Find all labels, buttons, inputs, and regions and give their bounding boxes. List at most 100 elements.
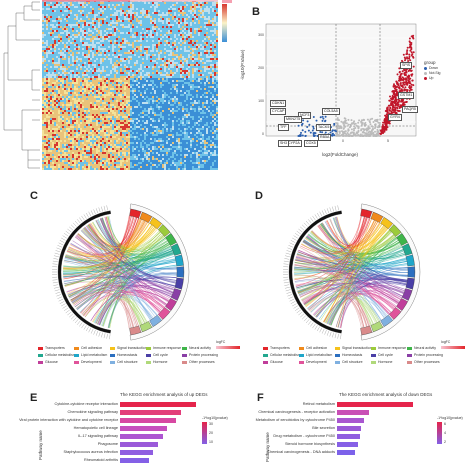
heatmap-cell <box>102 46 105 49</box>
heatmap-cell <box>184 98 187 101</box>
heatmap-cell <box>166 58 169 61</box>
heatmap-cell <box>208 82 211 85</box>
heatmap-cell <box>214 90 217 93</box>
heatmap-cell <box>48 12 51 15</box>
heatmap-cell <box>54 94 57 97</box>
heatmap-cell <box>138 40 141 43</box>
heatmap-cell <box>110 104 113 107</box>
heatmap-cell <box>82 82 85 85</box>
heatmap-cell <box>120 94 123 97</box>
heatmap-cell <box>190 92 193 95</box>
heatmap-cell <box>200 16 203 19</box>
heatmap-cell <box>136 80 139 83</box>
heatmap-cell <box>116 86 119 89</box>
heatmap-cell <box>152 22 155 25</box>
heatmap-cell <box>170 106 173 109</box>
heatmap-cell <box>46 100 49 103</box>
heatmap-cell <box>88 6 91 9</box>
heatmap-cell <box>106 52 109 55</box>
heatmap-cell <box>150 44 153 47</box>
heatmap-cell <box>128 46 131 49</box>
heatmap-cell <box>98 62 101 65</box>
heatmap-cell <box>46 8 49 11</box>
heatmap-cell <box>88 14 91 17</box>
heatmap-cell <box>88 110 91 113</box>
heatmap-cell <box>92 82 95 85</box>
heatmap-cell <box>200 86 203 89</box>
heatmap-cell <box>210 16 213 19</box>
heatmap-cell <box>92 38 95 41</box>
heatmap-cell <box>82 50 85 53</box>
heatmap-cell <box>196 30 199 33</box>
heatmap-cell <box>88 94 91 97</box>
heatmap-cell <box>50 106 53 109</box>
heatmap-cell <box>204 54 207 57</box>
heatmap-cell <box>214 66 217 69</box>
heatmap-cell <box>140 104 143 107</box>
heatmap-cell <box>146 20 149 23</box>
heatmap-cell <box>130 78 133 81</box>
heatmap-cell <box>178 8 181 11</box>
heatmap-cell <box>182 6 185 9</box>
heatmap-cell <box>130 2 133 5</box>
heatmap-cell <box>142 70 145 73</box>
heatmap-cell <box>152 34 155 37</box>
heatmap-cell <box>48 76 51 79</box>
heatmap-cell <box>208 14 211 17</box>
heatmap-cell <box>208 42 211 45</box>
heatmap-cell <box>190 56 193 59</box>
heatmap-cell <box>110 30 113 33</box>
heatmap-cell <box>60 78 63 81</box>
heatmap-cell <box>168 60 171 63</box>
heatmap-cell <box>104 70 107 73</box>
heatmap-cell <box>142 10 145 13</box>
heatmap-cell <box>90 90 93 93</box>
heatmap-cell <box>140 88 143 91</box>
heatmap-cell <box>108 22 111 25</box>
heatmap-cell <box>132 8 135 11</box>
heatmap-cell <box>78 2 81 5</box>
heatmap-cell <box>138 26 141 29</box>
heatmap-cell <box>44 12 47 15</box>
heatmap-cell <box>62 8 65 11</box>
heatmap-cell <box>72 112 75 115</box>
heatmap-cell <box>82 86 85 89</box>
heatmap-cell <box>216 86 218 89</box>
heatmap-cell <box>56 82 59 85</box>
heatmap-cell <box>76 58 79 61</box>
heatmap-cell <box>72 28 75 31</box>
heatmap-cell <box>98 58 101 61</box>
heatmap-cell <box>118 80 121 83</box>
heatmap-cell <box>140 4 143 7</box>
heatmap-cell <box>158 64 161 67</box>
heatmap-cell <box>126 18 129 21</box>
heatmap-cell <box>124 56 127 59</box>
heatmap-cell <box>114 10 117 13</box>
heatmap-cell <box>106 98 109 101</box>
heatmap-cell <box>56 18 59 21</box>
heatmap-cell <box>170 66 173 69</box>
heatmap-cell <box>162 106 165 109</box>
heatmap-cell <box>180 20 183 23</box>
heatmap-cell <box>116 2 119 5</box>
heatmap-cell <box>182 62 185 65</box>
heatmap-cell <box>94 50 97 53</box>
heatmap-cell <box>120 90 123 93</box>
heatmap-cell <box>202 74 205 77</box>
heatmap-cell <box>88 46 91 49</box>
heatmap-cell <box>94 98 97 101</box>
heatmap-cell <box>106 60 109 63</box>
heatmap-cell <box>136 4 139 7</box>
heatmap-cell <box>60 64 63 67</box>
heatmap-cell <box>42 32 45 35</box>
heatmap-cell <box>216 10 218 13</box>
heatmap-cell <box>70 90 73 93</box>
heatmap-cell <box>134 4 137 7</box>
heatmap-cell <box>94 6 97 9</box>
heatmap-cell <box>76 112 79 115</box>
heatmap-cell <box>132 90 135 93</box>
heatmap-cell <box>120 14 123 17</box>
heatmap-cell <box>94 96 97 99</box>
heatmap-cell <box>148 56 151 59</box>
heatmap-cell <box>48 94 51 97</box>
